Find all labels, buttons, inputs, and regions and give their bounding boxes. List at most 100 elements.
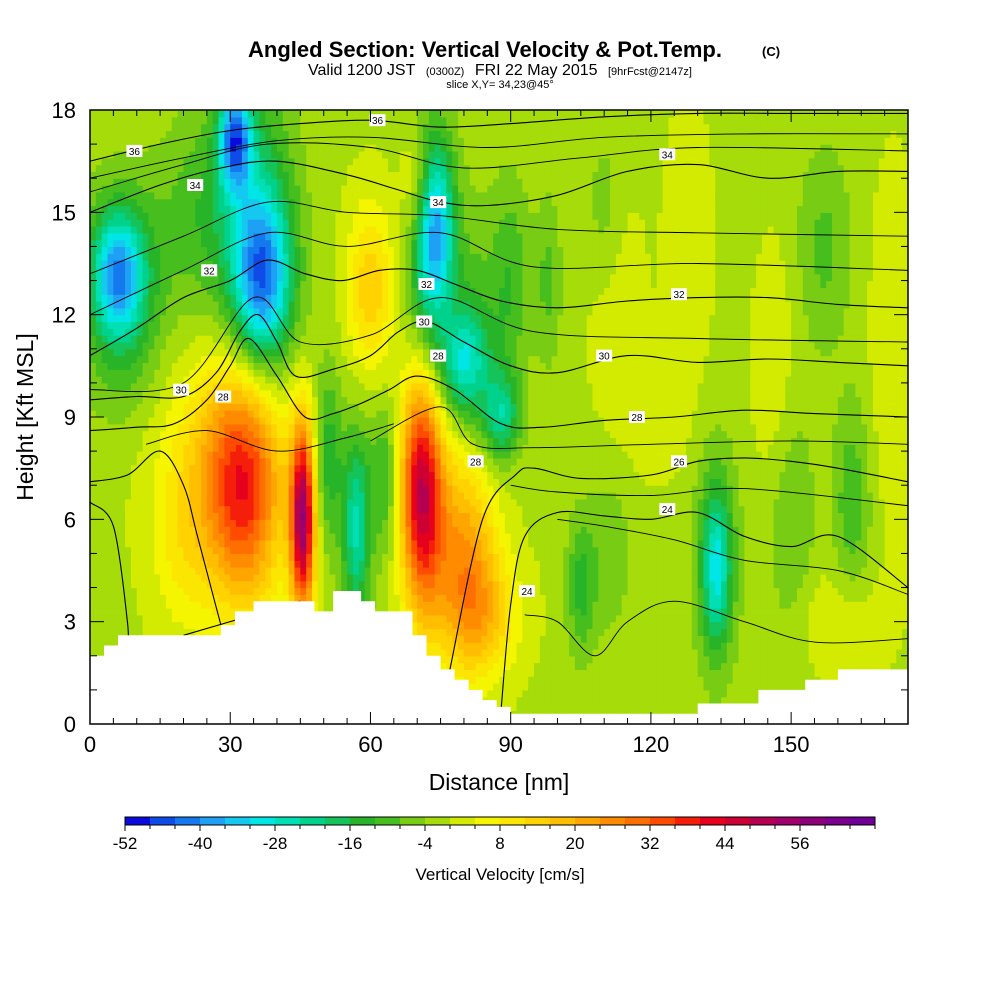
vv-cell	[323, 321, 331, 329]
vv-cell	[352, 164, 360, 172]
vv-cell	[323, 198, 331, 207]
vv-cell	[364, 560, 372, 568]
vv-cell	[312, 546, 319, 555]
vv-cell	[329, 150, 336, 159]
vv-cell	[183, 437, 190, 445]
vv-cell	[253, 294, 261, 302]
vv-cell	[171, 451, 179, 459]
vv-cell	[189, 191, 196, 200]
vv-cell	[358, 369, 366, 377]
vv-cell	[206, 539, 214, 548]
vv-cell	[393, 260, 401, 268]
vv-cell	[136, 355, 144, 364]
vv-cell	[142, 157, 150, 166]
vv-cell	[148, 246, 155, 254]
vv-cell	[236, 212, 243, 220]
vv-cell	[265, 478, 272, 486]
vv-cell	[265, 178, 272, 186]
vv-cell	[148, 417, 155, 425]
vv-cell	[294, 519, 301, 527]
vv-cell	[148, 560, 155, 568]
vv-cell	[335, 444, 342, 452]
vv-cell	[119, 335, 126, 343]
vv-cell	[107, 451, 114, 459]
vv-cell	[195, 553, 202, 561]
vv-cell	[329, 594, 336, 602]
vv-cell	[136, 266, 144, 275]
vv-cell	[370, 294, 377, 302]
vv-cell	[364, 410, 372, 418]
vv-cell	[282, 376, 290, 384]
vv-cell	[271, 232, 278, 241]
vv-cell	[183, 328, 190, 336]
vv-cell	[95, 410, 103, 418]
vv-cell	[119, 294, 126, 302]
vv-cell	[335, 205, 342, 213]
vv-cell	[154, 546, 161, 555]
vv-cell	[370, 287, 377, 295]
vv-cell	[241, 532, 249, 541]
vv-cell	[329, 225, 336, 234]
vv-cell	[218, 355, 225, 364]
vv-cell	[119, 239, 126, 248]
vv-cell	[294, 369, 301, 377]
vv-cell	[294, 164, 301, 172]
vv-cell	[142, 307, 150, 316]
vv-cell	[189, 253, 196, 261]
vv-cell	[101, 573, 109, 582]
vv-cell	[125, 498, 132, 507]
vv-cell	[247, 369, 255, 377]
vv-cell	[183, 314, 190, 323]
vv-cell	[107, 355, 114, 364]
vv-cell	[236, 410, 243, 418]
vv-cell	[341, 423, 348, 432]
vv-cell	[265, 246, 272, 254]
vv-cell	[335, 307, 342, 316]
vv-cell	[352, 451, 360, 459]
vv-cell	[189, 198, 196, 207]
vv-cell	[323, 573, 331, 582]
vv-cell	[130, 478, 138, 486]
vv-cell	[189, 573, 196, 582]
vv-cell	[107, 396, 114, 404]
vv-cell	[160, 423, 167, 432]
vv-cell	[206, 116, 214, 125]
vv-cell	[306, 403, 313, 411]
vv-cell	[183, 594, 190, 602]
vv-cell	[177, 451, 185, 459]
vv-cell	[271, 280, 278, 288]
vv-cell	[119, 246, 126, 254]
vv-cell	[218, 423, 225, 432]
vv-cell	[306, 348, 313, 357]
vv-cell	[312, 573, 319, 582]
vv-cell	[276, 198, 284, 207]
vv-cell	[376, 321, 383, 329]
vv-cell	[201, 471, 208, 479]
vv-cell	[218, 567, 225, 575]
vv-cell	[347, 150, 354, 159]
vv-cell	[329, 553, 336, 561]
vv-cell	[218, 519, 225, 527]
vv-cell	[387, 307, 395, 316]
vv-cell	[335, 348, 342, 357]
vv-cell	[370, 410, 377, 418]
vv-cell	[195, 273, 202, 282]
vv-cell	[358, 348, 366, 357]
vv-cell	[276, 437, 284, 445]
vv-cell	[165, 232, 173, 241]
vv-cell	[358, 485, 366, 493]
vv-cell	[148, 546, 155, 555]
vv-cell	[335, 437, 342, 445]
vv-cell	[253, 273, 261, 282]
vv-cell	[306, 137, 313, 145]
vv-cell	[189, 526, 196, 534]
vv-cell	[206, 110, 214, 118]
vv-cell	[177, 123, 185, 132]
vv-cell	[282, 532, 290, 541]
vv-cell	[201, 464, 208, 473]
vv-cell	[306, 171, 313, 179]
vv-cell	[405, 225, 412, 234]
vv-cell	[130, 587, 138, 595]
vv-cell	[119, 403, 126, 411]
vv-cell	[399, 185, 407, 193]
